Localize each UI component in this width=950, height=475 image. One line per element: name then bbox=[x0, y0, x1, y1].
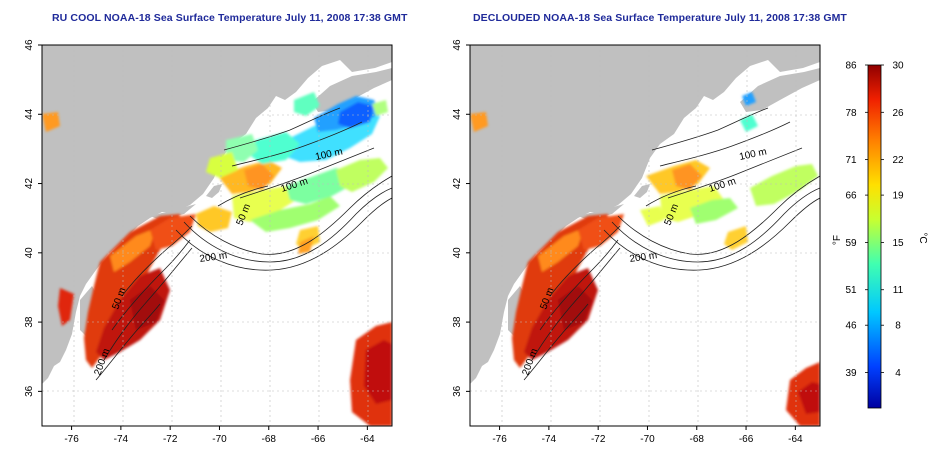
nova-scotia bbox=[740, 68, 820, 112]
y-tick-label: 40 bbox=[24, 247, 35, 259]
land-mass bbox=[42, 45, 392, 384]
land-mass bbox=[470, 45, 820, 384]
fahrenheit-tick-label: 46 bbox=[845, 321, 857, 332]
graticule bbox=[42, 45, 392, 426]
x-tick-label: -66 bbox=[311, 434, 326, 445]
celsius-label: °C bbox=[917, 232, 928, 243]
y-tick-label: 36 bbox=[24, 385, 35, 397]
celsius-tick-label: 26 bbox=[892, 108, 904, 119]
sst-field bbox=[42, 92, 392, 426]
left-axis-ticks: -76 -74 -72 -70 -68 -66 -64 36 38 40 42 44 46 bbox=[24, 39, 375, 445]
fahrenheit-tick-label: 39 bbox=[845, 368, 857, 379]
x-tick-label: -74 bbox=[542, 434, 557, 445]
bathymetry-contours bbox=[523, 107, 820, 381]
x-tick-label: -68 bbox=[690, 434, 705, 445]
x-tick-label: -74 bbox=[114, 434, 129, 445]
right-map-title: DECLOUDED NOAA-18 Sea Surface Temperatur… bbox=[473, 12, 847, 24]
right-map: 100 m 100 m 50 m 200 m 50 m 200 m -76 -74… bbox=[452, 39, 821, 445]
depth-label: 200 m bbox=[199, 250, 228, 265]
x-tick-label: -64 bbox=[788, 434, 803, 445]
y-tick-label: 36 bbox=[452, 385, 463, 397]
y-tick-label: 46 bbox=[24, 39, 35, 51]
map-frame bbox=[469, 44, 821, 427]
x-tick-label: -70 bbox=[640, 434, 655, 445]
celsius-tick-label: 22 bbox=[892, 155, 904, 166]
y-tick-label: 44 bbox=[24, 108, 35, 120]
x-tick-label: -70 bbox=[212, 434, 227, 445]
fahrenheit-tick-label: 51 bbox=[845, 285, 857, 296]
x-tick-label: -76 bbox=[492, 434, 507, 445]
cape-cod bbox=[634, 184, 650, 198]
right-axis-ticks: -76 -74 -72 -70 -68 -66 -64 36 38 40 42 44 46 bbox=[452, 39, 803, 445]
y-tick-label: 42 bbox=[24, 178, 35, 190]
cape-cod bbox=[206, 184, 222, 198]
nova-scotia bbox=[312, 68, 392, 112]
fahrenheit-label: °F bbox=[832, 235, 843, 245]
celsius-tick-label: 30 bbox=[892, 61, 904, 72]
x-tick-label: -72 bbox=[591, 434, 606, 445]
colorbar-gradient bbox=[867, 64, 882, 409]
y-tick-label: 46 bbox=[452, 39, 463, 51]
y-tick-label: 42 bbox=[452, 178, 463, 190]
y-tick-label: 44 bbox=[452, 108, 463, 120]
depth-label: 200 m bbox=[629, 250, 658, 265]
color-scale-bar: 86 30 78 26 71 22 66 19 59 15 51 11 46 8 39 4 °F °C bbox=[832, 61, 928, 409]
x-tick-label: -64 bbox=[360, 434, 375, 445]
celsius-tick-label: 19 bbox=[892, 191, 904, 202]
bathymetry-contours bbox=[95, 107, 392, 381]
x-tick-label: -66 bbox=[739, 434, 754, 445]
fahrenheit-tick-label: 86 bbox=[845, 61, 857, 72]
x-tick-label: -76 bbox=[64, 434, 79, 445]
celsius-tick-label: 15 bbox=[892, 238, 904, 249]
celsius-tick-label: 4 bbox=[895, 368, 901, 379]
fahrenheit-tick-label: 78 bbox=[845, 108, 857, 119]
celsius-tick-label: 8 bbox=[895, 321, 901, 332]
fahrenheit-tick-label: 71 bbox=[845, 155, 857, 166]
map-frame bbox=[41, 44, 393, 427]
left-map-title: RU COOL NOAA-18 Sea Surface Temperature … bbox=[52, 12, 408, 24]
graticule bbox=[470, 45, 820, 426]
y-tick-label: 40 bbox=[452, 247, 463, 259]
colorbar-ticks: 86 30 78 26 71 22 66 19 59 15 51 11 46 8 39 4 bbox=[845, 61, 904, 380]
y-tick-label: 38 bbox=[24, 316, 35, 328]
fahrenheit-tick-label: 66 bbox=[845, 191, 857, 202]
fahrenheit-tick-label: 59 bbox=[845, 238, 857, 249]
celsius-tick-label: 11 bbox=[893, 285, 904, 296]
x-tick-label: -72 bbox=[163, 434, 178, 445]
left-map: 100 m 100 m 50 m 200 m 50 m 200 m -76 -74… bbox=[24, 39, 393, 445]
y-tick-label: 38 bbox=[452, 316, 463, 328]
x-tick-label: -68 bbox=[262, 434, 277, 445]
